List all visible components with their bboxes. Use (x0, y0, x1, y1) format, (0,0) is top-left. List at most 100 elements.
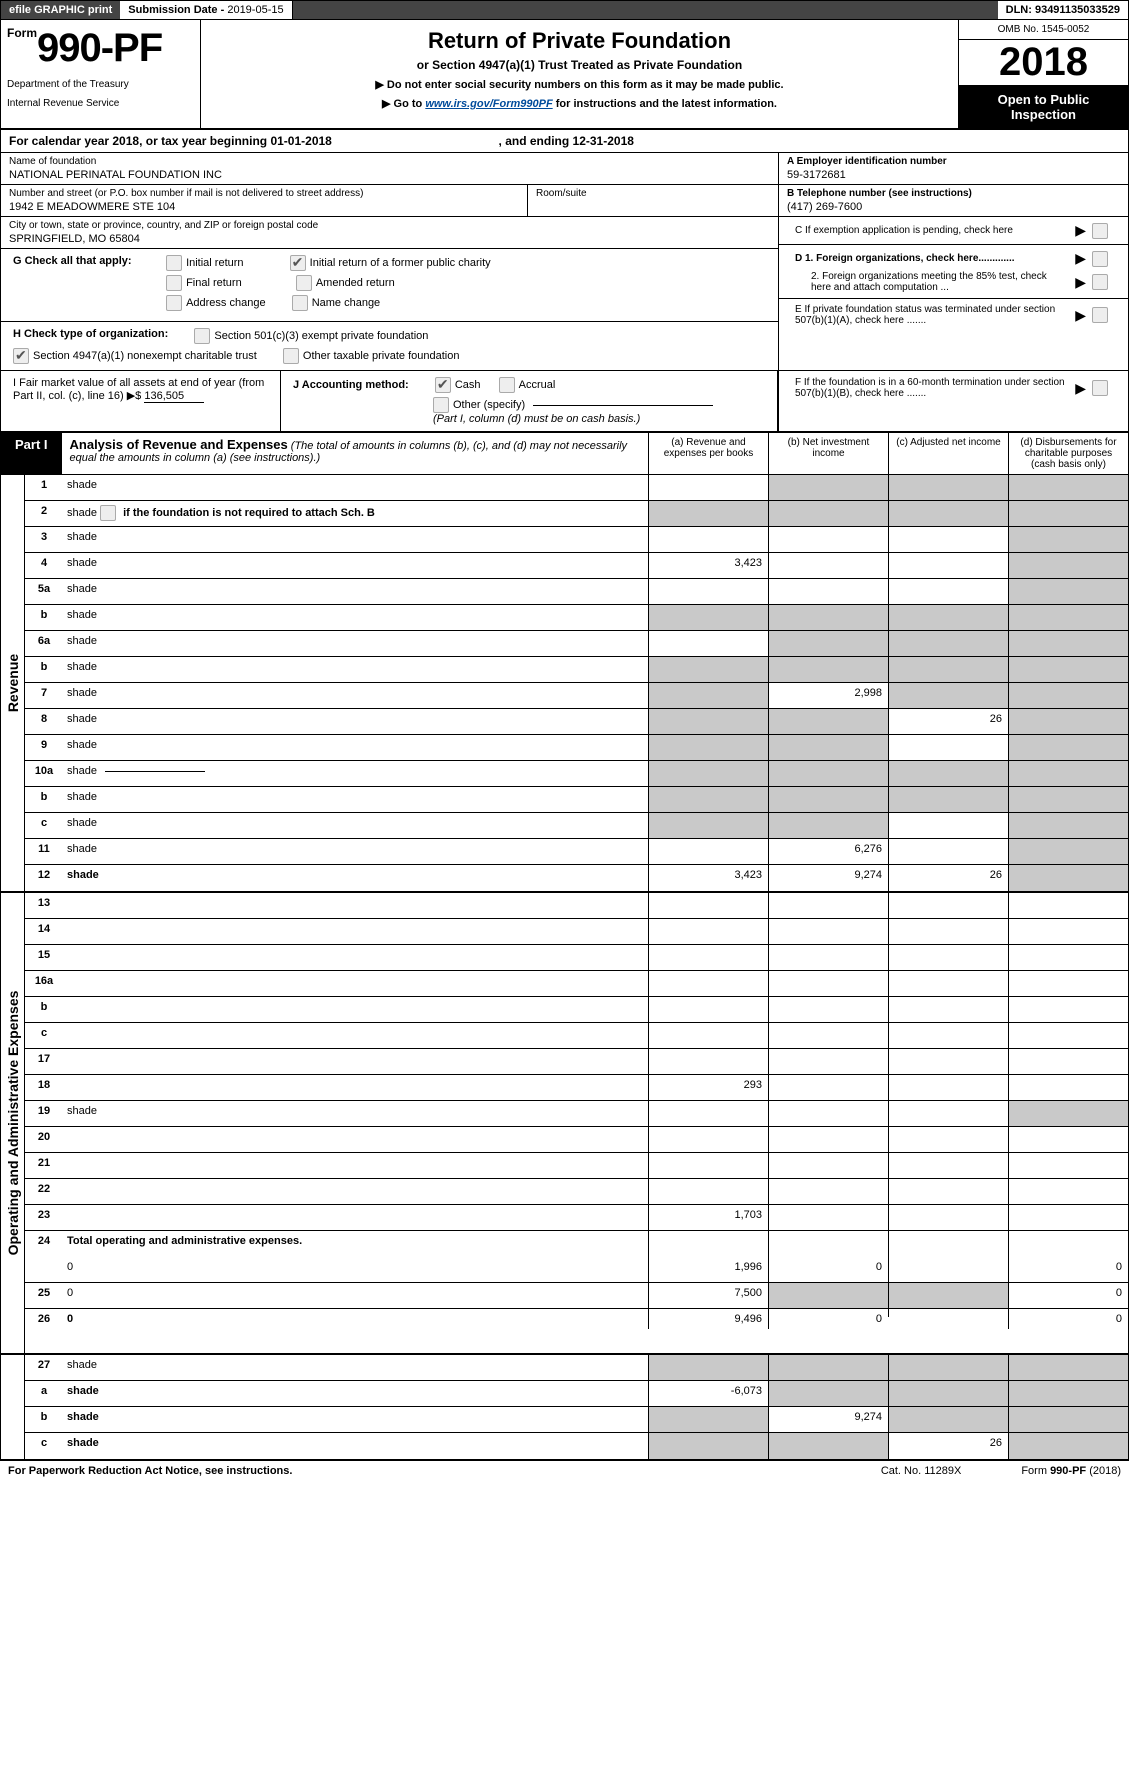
checkbox-sch-b[interactable] (100, 505, 116, 521)
calendar-year-row: For calendar year 2018, or tax year begi… (1, 130, 1128, 153)
table-cell (888, 1049, 1008, 1074)
line-number: b (25, 605, 63, 630)
table-cell: 6,276 (768, 839, 888, 864)
checkbox-other-method[interactable] (433, 397, 449, 413)
table-row: 9shade (25, 735, 1128, 761)
checkbox-501c3[interactable] (194, 328, 210, 344)
table-cell (1008, 683, 1128, 708)
line-number: 22 (25, 1179, 63, 1204)
irs: Internal Revenue Service (7, 98, 194, 109)
table-cell (648, 475, 768, 500)
checkbox-name-change[interactable] (292, 295, 308, 311)
table-cell (1008, 527, 1128, 552)
table-cell (1008, 1407, 1128, 1432)
line-number: b (25, 1407, 63, 1432)
table-cell (1008, 945, 1128, 970)
checkbox-e[interactable] (1092, 307, 1108, 323)
table-cell (768, 605, 888, 630)
table-row: 2shade if the foundation is not required… (25, 501, 1128, 527)
table-row: 27shade (25, 1355, 1128, 1381)
street-address: Number and street (or P.O. box number if… (1, 185, 528, 216)
table-cell (1008, 579, 1128, 604)
table-cell (1008, 1153, 1128, 1178)
table-cell (1008, 997, 1128, 1022)
line-number: 27 (25, 1355, 63, 1380)
table-row: cshade26 (25, 1433, 1128, 1459)
table-cell (1008, 787, 1128, 812)
header-right: OMB No. 1545-0052 2018 Open to Public In… (958, 20, 1128, 128)
checkbox-4947[interactable] (13, 348, 29, 364)
table-cell (1008, 735, 1128, 760)
table-cell (768, 997, 888, 1022)
table-cell (648, 893, 768, 918)
table-cell (888, 1153, 1008, 1178)
table-cell: 0 (1008, 1257, 1128, 1282)
line-number: 7 (25, 683, 63, 708)
col-header-d: (d) Disbursements for charitable purpose… (1008, 433, 1128, 474)
table-cell: 0 (768, 1309, 888, 1329)
table-cell: 1,703 (648, 1205, 768, 1230)
table-cell (768, 1049, 888, 1074)
line-description: shade (63, 631, 648, 656)
line-description (63, 1205, 648, 1230)
col-header-b: (b) Net investment income (768, 433, 888, 474)
table-row: c (25, 1023, 1128, 1049)
table-cell: 26 (888, 1433, 1008, 1459)
table-cell (888, 1407, 1008, 1432)
checkbox-final-return[interactable] (166, 275, 182, 291)
form-number: Form990-PF (7, 26, 194, 71)
checkbox-other-taxable[interactable] (283, 348, 299, 364)
checkbox-f[interactable] (1092, 380, 1108, 396)
checkbox-cash[interactable] (435, 377, 451, 393)
omb-number: OMB No. 1545-0052 (959, 20, 1128, 40)
checkbox-address-change[interactable] (166, 295, 182, 311)
table-cell: 293 (648, 1075, 768, 1100)
line-description (63, 893, 648, 918)
line-number: 4 (25, 553, 63, 578)
table-cell (1008, 605, 1128, 630)
irs-link[interactable]: www.irs.gov/Form990PF (425, 98, 552, 110)
top-bar: efile GRAPHIC print Submission Date - 20… (1, 1, 1128, 20)
table-row: cshade (25, 813, 1128, 839)
line-number: 12 (25, 865, 63, 891)
table-cell (1008, 919, 1128, 944)
line-number: 8 (25, 709, 63, 734)
table-cell (648, 787, 768, 812)
checkbox-d1[interactable] (1092, 251, 1108, 267)
line-description: shade (63, 787, 648, 812)
table-cell (888, 683, 1008, 708)
table-cell (888, 735, 1008, 760)
id-right: A Employer identification number 59-3172… (778, 153, 1128, 370)
submission-date: Submission Date - 2019-05-15 (120, 1, 292, 19)
table-cell (888, 605, 1008, 630)
box-c: C If exemption application is pending, c… (779, 217, 1128, 245)
table-cell (768, 787, 888, 812)
line-number: c (25, 1433, 63, 1459)
line-number: 19 (25, 1101, 63, 1126)
table-cell (648, 1407, 768, 1432)
line-number: a (25, 1381, 63, 1406)
checkbox-initial-former[interactable] (290, 255, 306, 271)
table-cell (888, 997, 1008, 1022)
table-cell (648, 971, 768, 996)
col-header-c: (c) Adjusted net income (888, 433, 1008, 474)
header-left: Form990-PF Department of the Treasury In… (1, 20, 201, 128)
checkbox-initial-return[interactable] (166, 255, 182, 271)
checkbox-amended[interactable] (296, 275, 312, 291)
checkbox-c[interactable] (1092, 223, 1108, 239)
table-cell (888, 501, 1008, 526)
line-number: 2 (25, 501, 63, 526)
ein: A Employer identification number 59-3172… (779, 153, 1128, 185)
arrow-icon: ▶ (1075, 380, 1086, 397)
line-number: 15 (25, 945, 63, 970)
table-cell (768, 945, 888, 970)
table-cell: 9,274 (768, 865, 888, 891)
checkbox-d2[interactable] (1092, 274, 1108, 290)
tax-year: 2018 (959, 40, 1128, 86)
city-state: City or town, state or province, country… (1, 217, 778, 249)
line-description (63, 997, 648, 1022)
checkbox-accrual[interactable] (499, 377, 515, 393)
line-description: shade (63, 527, 648, 552)
table-cell (1008, 501, 1128, 526)
table-cell (1008, 1205, 1128, 1230)
